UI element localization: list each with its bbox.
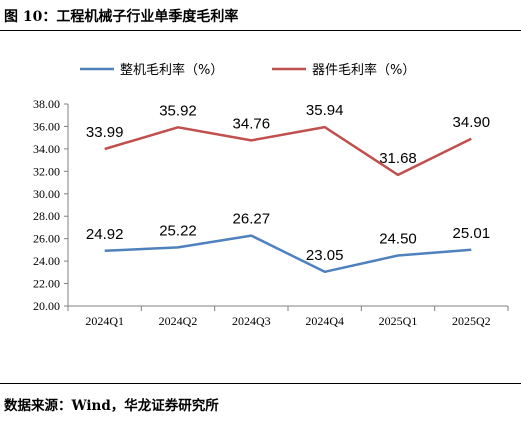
- axes: 20.00 22.00 24.00 26.00 28.00 30.00 32.00 34.00…: [33, 97, 509, 328]
- y-tick-label: 30.00: [33, 187, 60, 201]
- y-tick-label: 32.00: [33, 164, 60, 178]
- figure-source: 数据来源：Wind，华龙证券研究所: [4, 398, 219, 414]
- line-chart: 整机毛利率（%） 器件毛利率（%） 20.00 22.00 24.00 26.00 28.…: [33, 62, 509, 328]
- data-label: 24.92: [86, 226, 124, 243]
- series-line-2: [104, 125, 472, 177]
- x-tick-label: 2024Q3: [232, 314, 271, 328]
- data-label: 26.27: [233, 211, 271, 228]
- data-label: 34.76: [233, 115, 271, 132]
- x-tick-label: 2024Q1: [85, 314, 124, 328]
- legend-label-2: 器件毛利率（%）: [312, 62, 415, 78]
- y-tick-label: 38.00: [33, 97, 60, 111]
- x-tick-label: 2025Q1: [379, 314, 418, 328]
- x-tick-label: 2025Q2: [452, 314, 491, 328]
- x-tick-label: 2024Q2: [159, 314, 198, 328]
- data-label: 35.92: [159, 102, 197, 119]
- data-label: 33.99: [86, 124, 124, 141]
- legend-label-1: 整机毛利率（%）: [120, 62, 223, 78]
- y-tick-label: 36.00: [33, 119, 60, 133]
- data-label: 24.50: [379, 231, 417, 248]
- figure-title: 图 10：工程机械子行业单季度毛利率: [4, 9, 239, 25]
- x-tick-label: 2024Q4: [305, 314, 344, 328]
- y-tick-label: 20.00: [33, 299, 60, 313]
- data-labels: 24.92 25.22 26.27 23.05 24.50 25.01 33.99 35.92…: [86, 102, 490, 264]
- y-tick-label: 24.00: [33, 254, 60, 268]
- y-tick-label: 34.00: [33, 142, 60, 156]
- bottom-rule: [0, 383, 521, 384]
- data-label: 31.68: [379, 150, 417, 167]
- top-rule: [0, 30, 521, 31]
- series-layer: [104, 125, 472, 274]
- y-tick-label: 22.00: [33, 277, 60, 291]
- data-label: 34.90: [453, 114, 491, 131]
- y-tick-label: 28.00: [33, 209, 60, 223]
- data-label: 25.01: [453, 225, 491, 242]
- data-label: 35.94: [306, 102, 344, 119]
- legend: 整机毛利率（%） 器件毛利率（%）: [80, 62, 415, 78]
- series-line-1: [104, 234, 472, 274]
- data-label: 23.05: [306, 247, 344, 264]
- y-tick-label: 26.00: [33, 232, 60, 246]
- data-label: 25.22: [159, 222, 197, 239]
